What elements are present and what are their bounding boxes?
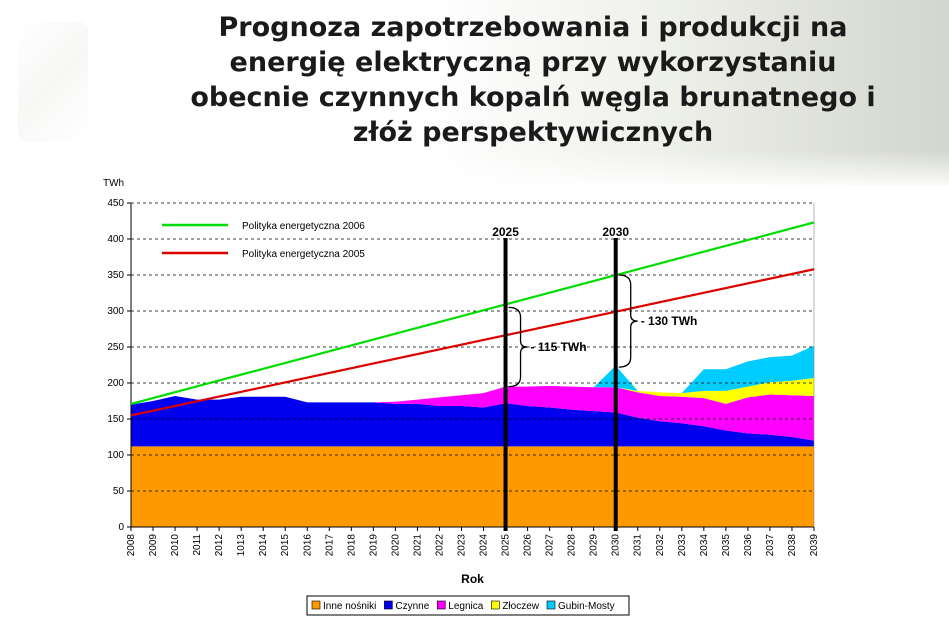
area-series-3 <box>131 385 814 441</box>
x-tick-label-2029: 2029 <box>589 534 600 557</box>
decorative-logo-shape <box>18 22 88 142</box>
legend-swatch-4 <box>491 600 500 610</box>
title-line-1: Prognoza zapotrzebowania i produkcji na <box>218 12 848 43</box>
x-tick-label-1013: 1013 <box>236 534 247 557</box>
x-tick-label-2016: 2016 <box>302 534 313 557</box>
x-tick-label-2023: 2023 <box>456 534 467 557</box>
x-tick-label-2008: 2008 <box>126 534 137 557</box>
legend-label-3: Legnica <box>448 601 483 612</box>
x-tick-label-2017: 2017 <box>324 534 335 557</box>
policy-line-1 <box>130 221 815 405</box>
x-tick-label-2010: 2010 <box>170 534 181 557</box>
marker-label-2030: 2030 <box>602 225 629 239</box>
y-tick-label-50: 50 <box>113 486 125 497</box>
x-tick-label-2031: 2031 <box>633 534 644 557</box>
x-tick-label-2025: 2025 <box>501 534 512 557</box>
area-series-1 <box>131 446 814 527</box>
title-background-fade <box>0 150 949 190</box>
legend-swatch-3 <box>436 600 446 610</box>
x-tick-label-2036: 2036 <box>743 534 754 557</box>
y-tick-label-250: 250 <box>107 342 124 353</box>
legend-label-1: Inne nośniki <box>323 601 376 612</box>
x-tick-label-2028: 2028 <box>567 534 578 557</box>
y-tick-label-0: 0 <box>118 522 124 533</box>
area-series-2 <box>131 396 814 447</box>
x-tick-label-2030: 2030 <box>611 534 622 557</box>
x-tick-label-2018: 2018 <box>346 534 357 557</box>
legend-swatch-2 <box>384 600 393 610</box>
annotation-label-2: - 130 TWh <box>641 314 698 328</box>
legend-swatch-1 <box>311 600 321 610</box>
legend-label-5: Gubin-Mosty <box>558 601 615 612</box>
x-tick-label-2039: 2039 <box>809 534 820 557</box>
title-line-3: obecnie czynnych kopalń węgla brunatnego… <box>190 82 876 113</box>
x-tick-label-2026: 2026 <box>523 534 534 557</box>
x-tick-label-2037: 2037 <box>765 534 776 557</box>
x-tick-label-2020: 2020 <box>390 534 401 557</box>
x-tick-label-2011: 2011 <box>192 534 203 556</box>
x-tick-label-2038: 2038 <box>787 534 798 557</box>
x-tick-label-2024: 2024 <box>479 534 490 557</box>
y-axis-label: TWh <box>103 178 124 189</box>
y-tick-label-450: 450 <box>107 198 124 209</box>
y-tick-label-400: 400 <box>107 234 124 245</box>
slide-title: Prognoza zapotrzebowania i produkcji na … <box>118 10 948 150</box>
x-tick-label-2014: 2014 <box>258 534 269 557</box>
inset-legend-label-2: Polityka energetyczna 2005 <box>242 249 365 260</box>
y-tick-label-200: 200 <box>107 378 124 389</box>
legend-label-4: Złoczew <box>502 601 539 612</box>
x-tick-label-2015: 2015 <box>280 534 291 557</box>
policy-line-2 <box>130 268 815 417</box>
marker-label-2025: 2025 <box>492 225 519 239</box>
y-tick-label-300: 300 <box>107 306 124 317</box>
y-tick-label-150: 150 <box>107 414 124 425</box>
x-tick-label-2033: 2033 <box>677 534 688 557</box>
y-tick-label-100: 100 <box>107 450 124 461</box>
x-tick-label-2009: 2009 <box>148 534 159 557</box>
title-line-4: złóż perspektywicznych <box>352 117 714 148</box>
x-tick-label-2012: 2012 <box>214 534 225 557</box>
inset-legend-label-1: Polityka energetyczna 2006 <box>242 221 365 232</box>
brace-1 <box>508 306 528 388</box>
y-tick-label-350: 350 <box>107 270 124 281</box>
title-line-2: energię elektryczną przy wykorzystaniu <box>229 47 837 78</box>
legend-swatch-5 <box>546 600 556 610</box>
x-tick-label-2019: 2019 <box>368 534 379 557</box>
x-tick-label-2035: 2035 <box>721 534 732 557</box>
x-axis-label: Rok <box>461 572 484 586</box>
x-tick-label-2022: 2022 <box>434 534 445 557</box>
legend-label-2: Czynne <box>395 601 429 612</box>
annotation-label-1: - 115 TWh <box>531 340 587 354</box>
x-tick-label-2034: 2034 <box>699 534 710 557</box>
x-tick-label-2027: 2027 <box>545 534 556 557</box>
x-tick-label-2021: 2021 <box>412 534 423 557</box>
x-tick-label-2032: 2032 <box>655 534 666 557</box>
